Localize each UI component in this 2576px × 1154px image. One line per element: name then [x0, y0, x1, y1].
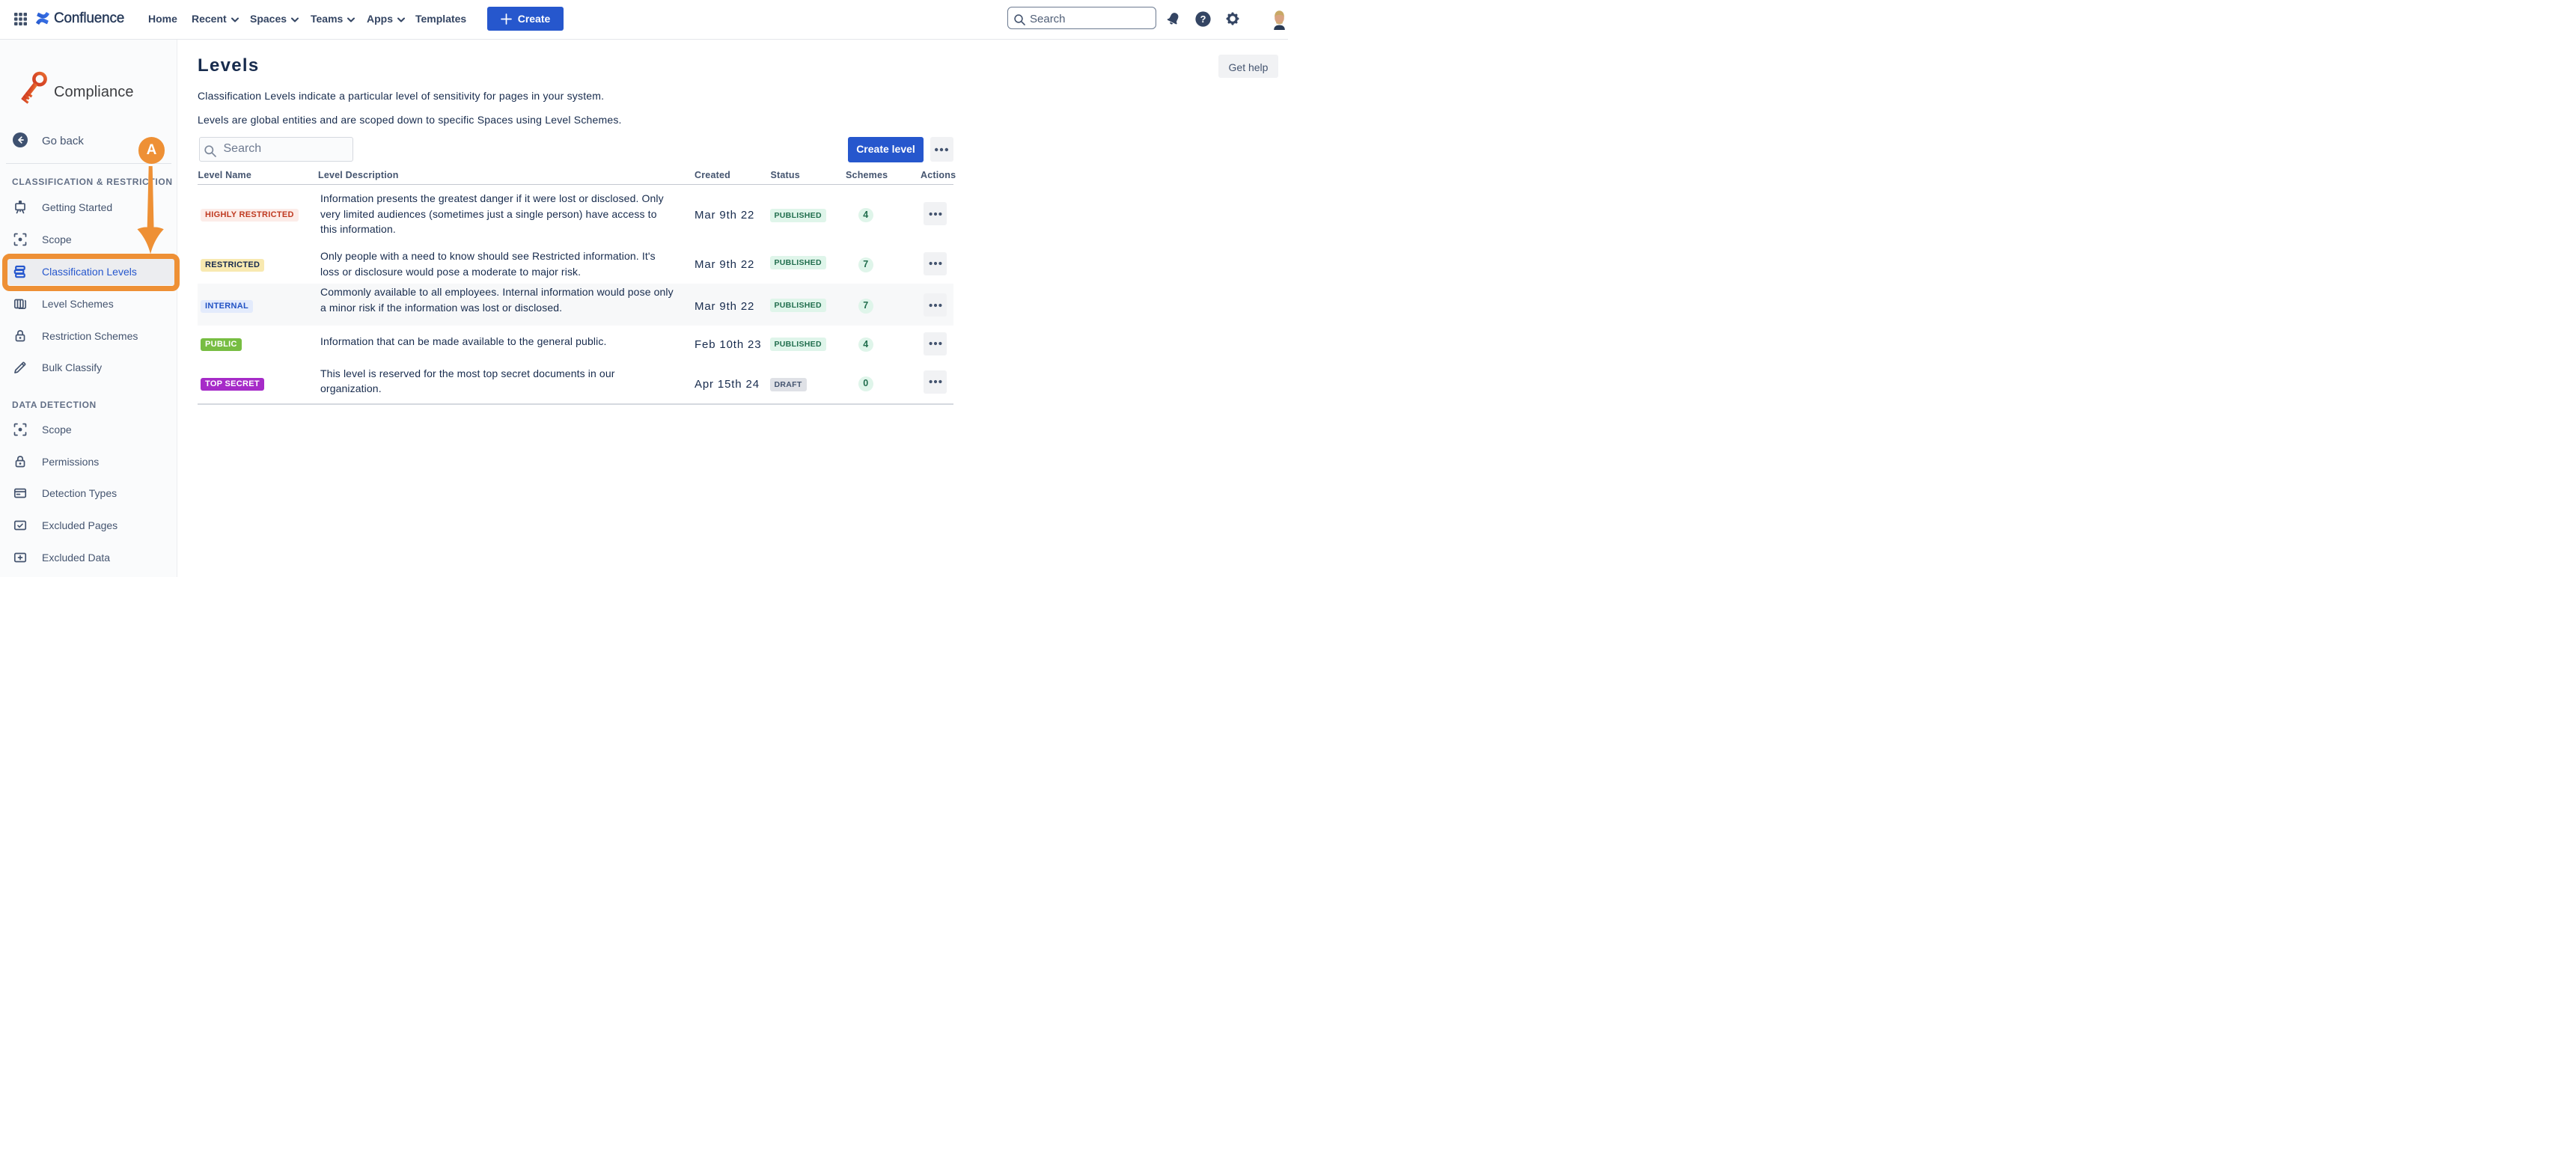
svg-text:?: ?	[1200, 13, 1206, 25]
